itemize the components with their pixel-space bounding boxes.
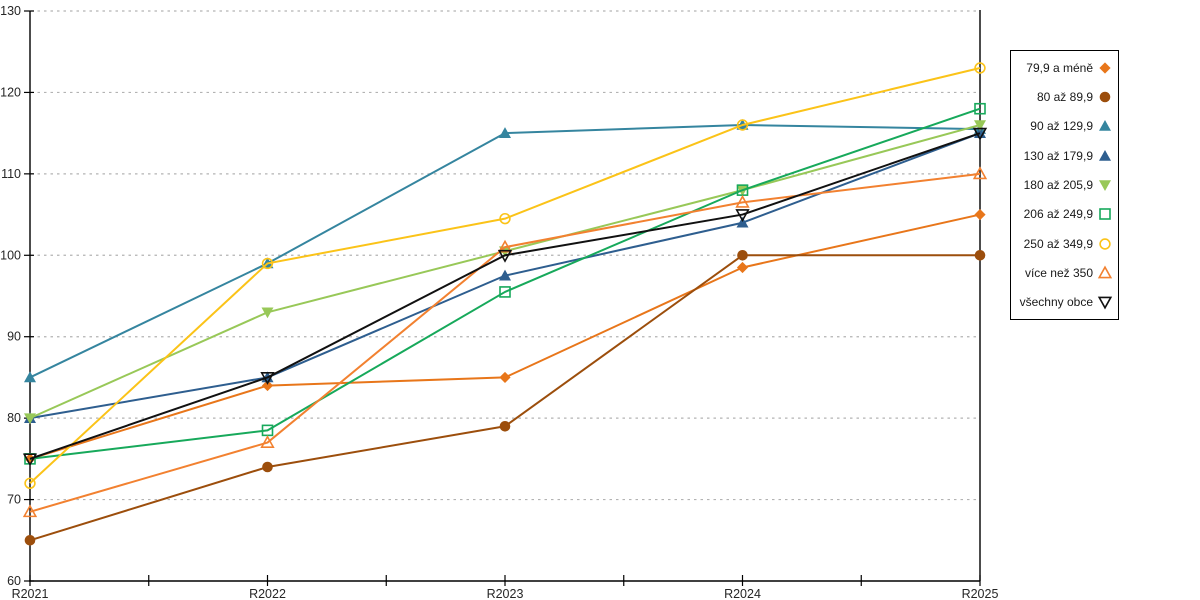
series-line [29, 172, 981, 513]
legend-item-label: 79,9 a méně [1026, 60, 1093, 75]
marker-circle-open [1099, 237, 1111, 250]
marker-triangle-down-open [1097, 296, 1113, 310]
marker-triangle-down-open [22, 453, 38, 467]
marker-circle-filled [737, 249, 748, 261]
marker-circle-filled [262, 461, 273, 473]
series-7 [24, 62, 986, 489]
legend-item-label: více než 350 [1024, 265, 1093, 280]
marker-diamond-filled [261, 379, 274, 392]
legend-item-label: 90 až 129,9 [1030, 119, 1093, 134]
marker-circle-filled [499, 420, 511, 432]
marker-square-open [1099, 208, 1111, 221]
legend-item: 90 až 129,9 [1011, 112, 1118, 140]
marker-triangle-down-open [497, 249, 513, 263]
series-line [29, 254, 980, 542]
legend-item: všechny obce [1011, 288, 1118, 316]
series-9 [22, 127, 988, 467]
circle-filled-icon [1099, 91, 1111, 103]
y-axis-label: 120 [0, 85, 21, 99]
series-6 [24, 102, 986, 465]
marker-triangle-up-filled [499, 269, 511, 281]
circle-open-icon [1099, 237, 1111, 250]
series-line [29, 132, 981, 460]
legend-item: více než 350 [1011, 259, 1118, 287]
marker-diamond-filled [499, 371, 511, 384]
marker-circle-filled [24, 534, 36, 546]
square-open-icon [1099, 208, 1111, 221]
marker-triangle-up-open [22, 504, 38, 518]
marker-triangle-up-filled [24, 371, 36, 383]
legend: 79,9 a méně 80 až 89,9 90 až 129,9 130 až 1… [1010, 50, 1119, 320]
marker-triangle-down-filled [261, 307, 274, 319]
triangle-up-open-icon [1097, 265, 1113, 279]
y-axis-label: 70 [7, 493, 21, 507]
marker-diamond-filled [736, 261, 749, 274]
legend-item: 80 až 89,9 [1011, 83, 1118, 111]
triangle-up-filled-icon [1099, 120, 1111, 132]
marker-triangle-up-open [972, 166, 988, 180]
marker-triangle-down-open [260, 372, 275, 385]
y-axis-label: 110 [1, 167, 21, 181]
marker-circle-open [24, 477, 36, 489]
y-axis-label: 60 [7, 574, 21, 588]
marker-triangle-down-filled [24, 413, 36, 425]
marker-circle-open [499, 212, 511, 225]
marker-triangle-down-open [735, 209, 750, 223]
triangle-up-filled-icon [1099, 149, 1111, 161]
legend-item-label: 206 až 249,9 [1023, 207, 1093, 222]
marker-triangle-down-filled [1099, 180, 1111, 191]
x-axis-label: R2025 [962, 587, 999, 600]
marker-triangle-up-open [1097, 265, 1113, 279]
marker-triangle-up-filled [736, 216, 749, 228]
series-2 [24, 249, 986, 546]
series-line [29, 67, 981, 485]
marker-triangle-up-filled [1099, 120, 1111, 132]
marker-square-open [499, 286, 511, 298]
diamond-filled-icon [1099, 62, 1111, 74]
triangle-down-filled-icon [1099, 180, 1111, 191]
legend-item: 79,9 a méně [1011, 54, 1118, 82]
series-8 [22, 166, 988, 518]
marker-triangle-down-filled [974, 120, 986, 131]
marker-triangle-up-open [260, 435, 275, 448]
marker-diamond-filled [1099, 62, 1111, 74]
triangle-down-open-icon [1097, 296, 1113, 310]
series-line [29, 107, 981, 460]
legend-item: 180 až 205,9 [1011, 171, 1118, 199]
y-axis-label: 90 [7, 330, 21, 344]
y-axis-label: 100 [0, 248, 21, 262]
legend-item-label: 80 až 89,9 [1036, 89, 1093, 104]
legend-item-label: všechny obce [1019, 295, 1093, 310]
legend-item: 250 až 349,9 [1011, 230, 1118, 258]
x-axis-label: R2021 [12, 587, 49, 600]
legend-item: 206 až 249,9 [1011, 200, 1118, 228]
marker-circle-open [736, 119, 749, 131]
legend-item-label: 250 až 349,9 [1023, 236, 1093, 251]
marker-triangle-up-filled [1099, 149, 1111, 161]
legend-item-label: 180 až 205,9 [1023, 177, 1093, 192]
x-axis-label: R2024 [724, 587, 761, 600]
legend-item-label: 130 až 179,9 [1023, 148, 1093, 163]
marker-triangle-up-open [497, 239, 513, 253]
marker-circle-open [261, 257, 274, 270]
marker-triangle-up-filled [499, 127, 511, 138]
x-axis-label: R2022 [249, 587, 286, 600]
marker-diamond-filled [974, 208, 986, 221]
legend-item: 130 až 179,9 [1011, 142, 1118, 170]
marker-triangle-down-open [972, 127, 988, 141]
marker-circle-filled [974, 249, 986, 261]
y-axis-label: 80 [7, 411, 21, 425]
marker-triangle-up-open [735, 194, 750, 208]
marker-triangle-up-filled [974, 127, 986, 138]
x-axis-label: R2023 [487, 587, 524, 600]
y-axis-label: 130 [0, 4, 21, 18]
marker-square-open [974, 102, 986, 115]
marker-circle-filled [1099, 91, 1111, 103]
marker-circle-open [974, 62, 986, 74]
